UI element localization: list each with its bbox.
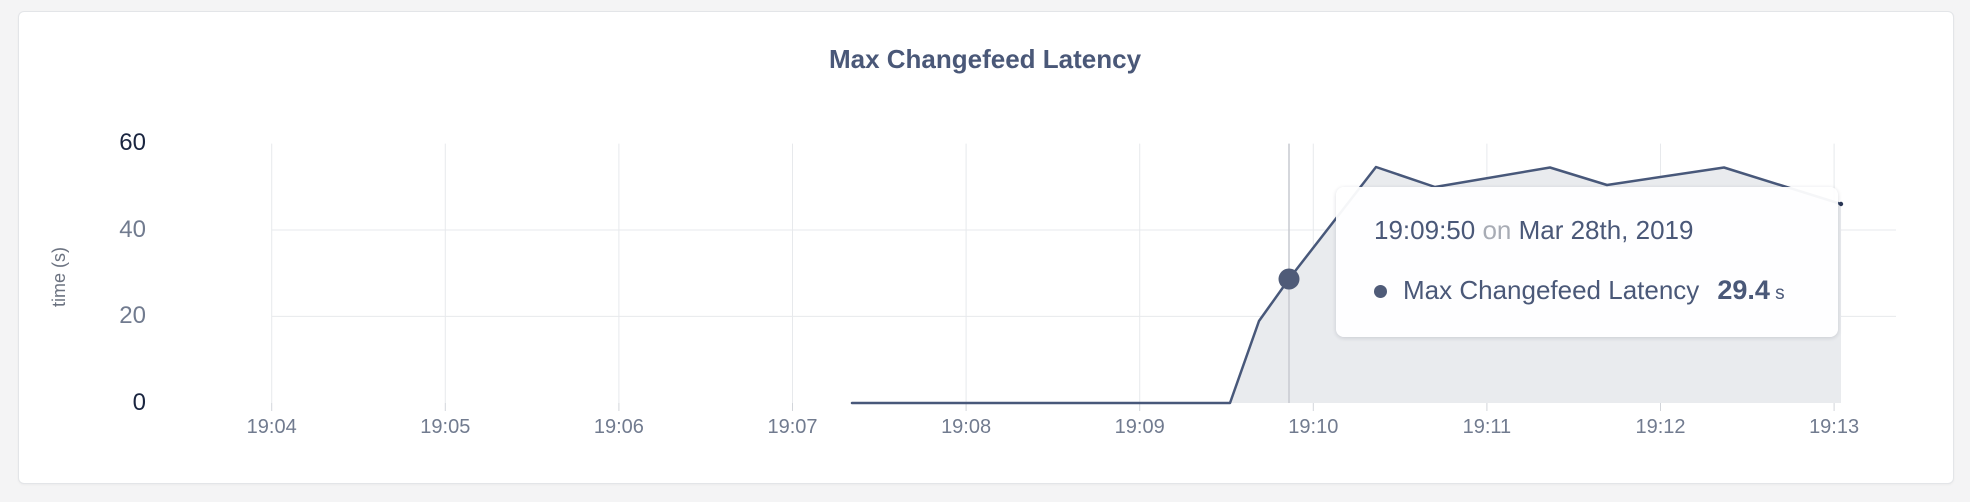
svg-text:19:07: 19:07 [767, 416, 817, 438]
svg-text:60: 60 [119, 129, 146, 156]
svg-text:40: 40 [119, 216, 146, 243]
svg-text:0: 0 [133, 389, 146, 416]
svg-text:19:13: 19:13 [1809, 416, 1859, 438]
svg-text:time (s): time (s) [49, 247, 69, 307]
svg-text:19:09: 19:09 [1115, 416, 1165, 438]
svg-text:19:04: 19:04 [247, 416, 297, 438]
svg-text:19:08: 19:08 [941, 416, 991, 438]
svg-text:19:06: 19:06 [594, 416, 644, 438]
svg-text:20: 20 [119, 302, 146, 329]
svg-text:19:11: 19:11 [1463, 416, 1512, 438]
svg-text:19:05: 19:05 [420, 416, 470, 438]
svg-text:19:12: 19:12 [1635, 416, 1685, 438]
svg-text:19:10: 19:10 [1288, 416, 1338, 438]
